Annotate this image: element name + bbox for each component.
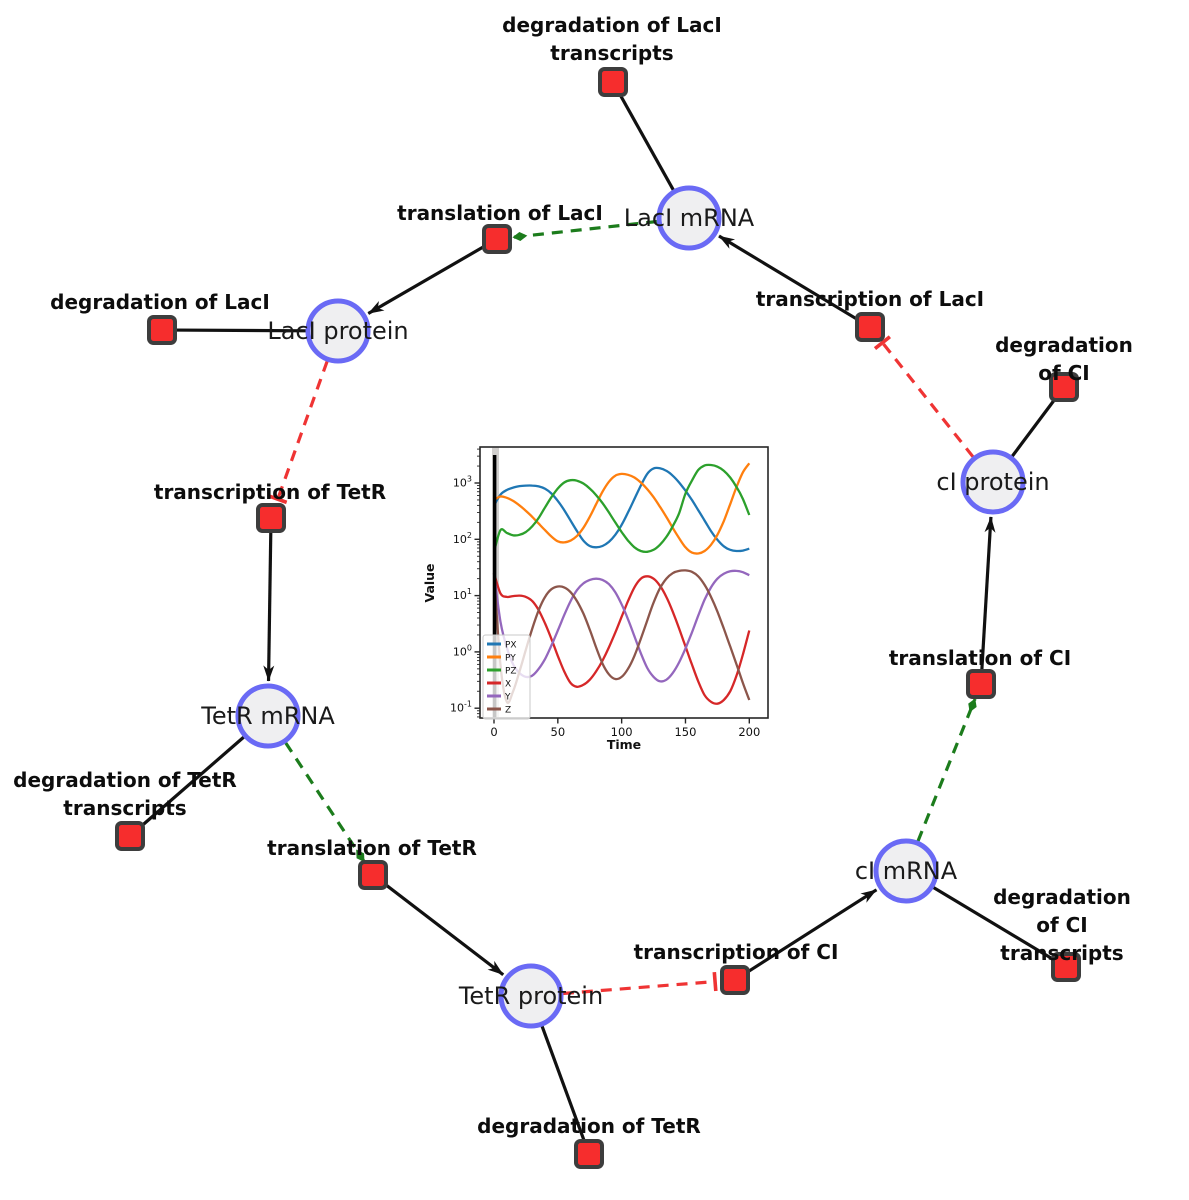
y-tick-label-1e1: 101 xyxy=(453,587,472,602)
chart-series-z xyxy=(492,569,751,704)
reaction-node-transcr-ci[interactable] xyxy=(720,965,750,995)
reaction-node-deg-tetr-tr[interactable] xyxy=(115,821,145,851)
reaction-node-deg-ci[interactable] xyxy=(1049,372,1079,402)
reaction-node-deg-laci[interactable] xyxy=(147,315,177,345)
chart-legend: PX PY PZ XYZ xyxy=(482,634,531,720)
x-axis-label: Time xyxy=(607,737,641,752)
species-node-tetr-mrna[interactable] xyxy=(235,683,301,749)
edges-group xyxy=(138,91,1059,1144)
edge-inhibition-tetr-protein-to-transcr-ci xyxy=(562,971,718,996)
species-node-laci-mrna[interactable] xyxy=(656,185,722,251)
edge-production-transcr-tetr-to-tetr-mrna xyxy=(263,529,275,682)
edge-inhibition-laci-protein-to-transcr-tetr xyxy=(268,360,329,505)
legend-entry-pz: PZ xyxy=(505,667,517,677)
x-tick-label-200: 200 xyxy=(738,725,760,739)
edge-inhibition-ci-protein-to-transcr-laci xyxy=(873,335,975,458)
legend-entry-px: PX xyxy=(505,641,517,651)
reaction-node-deg-tetr[interactable] xyxy=(574,1139,604,1169)
reaction-node-transcr-tetr[interactable] xyxy=(256,503,286,533)
edge-modifier-laci-mrna-to-transl-laci xyxy=(512,219,658,241)
edge-production-transcr-ci-to-ci-mrna xyxy=(744,888,878,975)
y-tick-label-1e3: 103 xyxy=(453,475,472,490)
time-series-chart-inset: 0 50 100 150 200 10-1 100 101 102 103 Time Value PX P… xyxy=(420,436,780,766)
species-node-ci-protein[interactable] xyxy=(960,449,1026,515)
edge-production-transl-tetr-to-tetr-protein xyxy=(381,881,505,976)
reaction-node-deg-ci-tr[interactable] xyxy=(1051,952,1081,982)
reaction-node-transl-ci[interactable] xyxy=(966,669,996,699)
x-tick-label-0: 0 xyxy=(490,725,497,739)
legend-entry-z: Z xyxy=(505,706,511,716)
chart-series-pz xyxy=(492,463,751,554)
y-axis-label: Value xyxy=(422,563,437,602)
x-tick-label-50: 50 xyxy=(551,725,566,739)
edge-consumption-tetr-mrna-to-deg-tetr-tr xyxy=(138,735,245,830)
edge-production-transl-ci-to-ci-protein xyxy=(980,516,996,673)
legend-entry-py: PY xyxy=(505,654,516,664)
x-tick-label-100: 100 xyxy=(611,725,633,739)
species-node-laci-protein[interactable] xyxy=(305,298,371,364)
reaction-node-transl-laci[interactable] xyxy=(482,224,512,254)
edge-consumption-ci-mrna-to-deg-ci-tr xyxy=(932,886,1057,963)
legend-entry-x: X xyxy=(505,680,511,690)
edge-production-transl-laci-to-laci-protein xyxy=(367,243,488,315)
edge-consumption-laci-protein-to-deg-laci xyxy=(173,328,307,333)
species-node-ci-mrna[interactable] xyxy=(873,838,939,904)
edge-modifier-tetr-mrna-to-transl-tetr xyxy=(284,741,366,863)
nodes-group xyxy=(115,67,1081,1169)
x-tick-label-150: 150 xyxy=(674,725,696,739)
species-node-tetr-protein[interactable] xyxy=(498,963,564,1029)
y-tick-label-1e-1: 10-1 xyxy=(450,700,472,715)
time-series-chart: 0 50 100 150 20010-1100101102103TimeValuePXP… xyxy=(422,446,769,752)
edge-consumption-laci-mrna-to-deg-laci-tr xyxy=(617,91,675,191)
reaction-node-transl-tetr[interactable] xyxy=(358,860,388,890)
chart-series-y xyxy=(492,569,750,683)
y-tick-label-1e0: 100 xyxy=(453,643,472,658)
edge-production-transcr-laci-to-laci-mrna xyxy=(718,234,861,323)
y-tick-label-1e2: 102 xyxy=(453,531,472,546)
reaction-node-deg-laci-tr[interactable] xyxy=(598,67,628,97)
chart-series-px xyxy=(493,466,750,553)
chart-series-group xyxy=(492,447,751,718)
chart-series-x xyxy=(492,572,751,705)
reaction-node-transcr-laci[interactable] xyxy=(855,312,885,342)
edge-consumption-ci-protein-to-deg-ci xyxy=(1010,395,1059,458)
edge-modifier-ci-mrna-to-transl-ci xyxy=(916,698,977,842)
edge-consumption-tetr-protein-to-deg-tetr xyxy=(540,1025,587,1144)
legend-entry-y: Y xyxy=(504,693,511,703)
